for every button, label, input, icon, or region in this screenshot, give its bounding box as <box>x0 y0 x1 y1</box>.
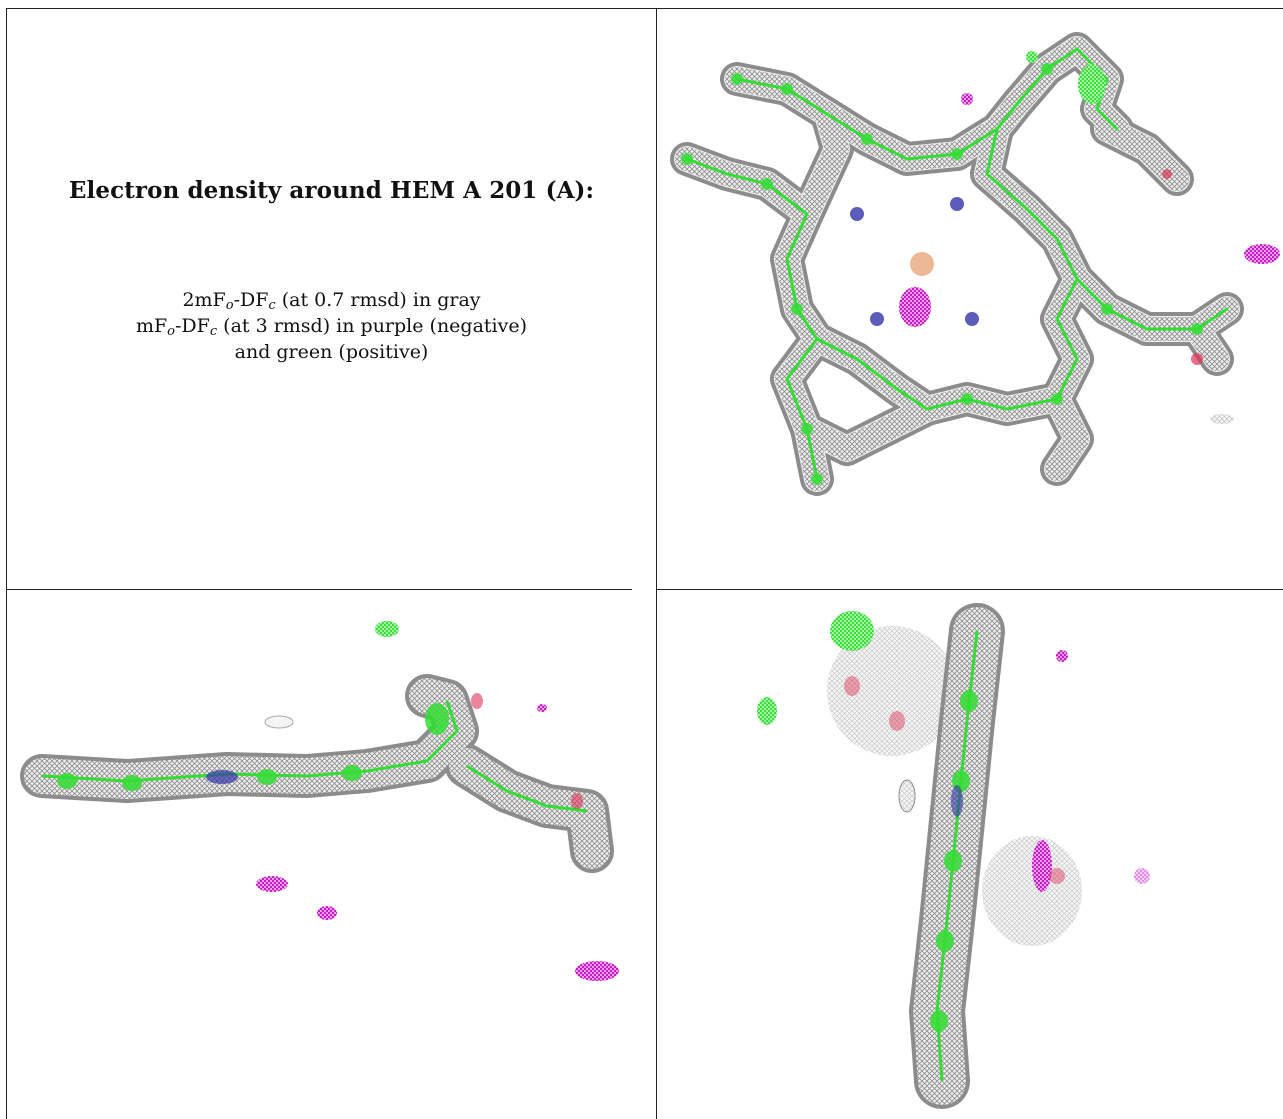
caption-title: Electron density around HEM A 201 (A): <box>68 177 595 204</box>
table-divider-vertical <box>656 8 657 1119</box>
legend-line-fofc: mFo-DFc (at 3 rmsd) in purple (negative) <box>135 315 528 339</box>
table-divider-horizontal-left <box>6 589 632 590</box>
density-panel-top-view <box>657 9 1281 589</box>
table-border-top <box>6 8 1283 9</box>
caption-cell: Electron density around HEM A 201 (A): 2… <box>7 9 656 589</box>
heme-edge-view-image <box>757 603 1150 1109</box>
table-border-left <box>6 8 7 1119</box>
caption-legend: 2mFo-DFc (at 0.7 rmsd) in gray mFo-DFc (… <box>7 287 656 365</box>
table-divider-horizontal-right <box>656 589 1283 590</box>
density-panel-edge-view <box>657 591 1281 1119</box>
density-panel-side-view <box>7 591 656 1119</box>
legend-line-positive: and green (positive) <box>234 341 429 363</box>
legend-line-2fofc: 2mFo-DFc (at 0.7 rmsd) in gray <box>182 289 481 313</box>
heme-top-view-image <box>670 32 1280 496</box>
heme-side-view-image <box>20 621 619 981</box>
